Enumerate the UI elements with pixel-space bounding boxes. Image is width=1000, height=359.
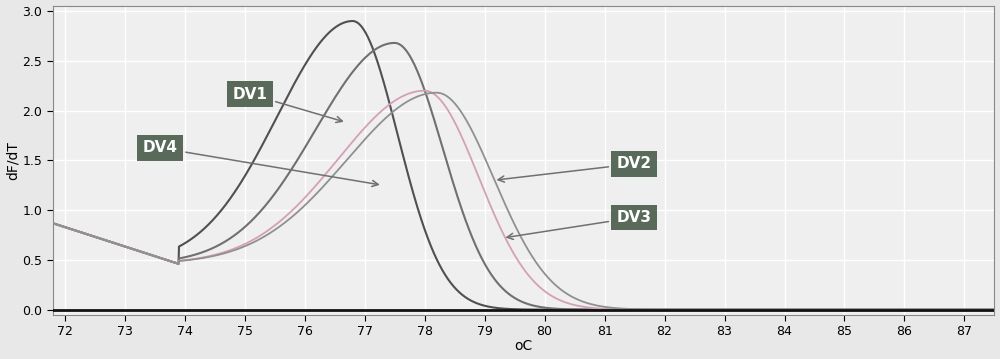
- Text: DV2: DV2: [498, 156, 652, 182]
- X-axis label: oC: oC: [514, 340, 533, 354]
- Text: DV4: DV4: [143, 140, 378, 187]
- Text: DV3: DV3: [507, 210, 652, 239]
- Text: DV1: DV1: [233, 87, 342, 122]
- Y-axis label: dF/dT: dF/dT: [6, 141, 20, 180]
